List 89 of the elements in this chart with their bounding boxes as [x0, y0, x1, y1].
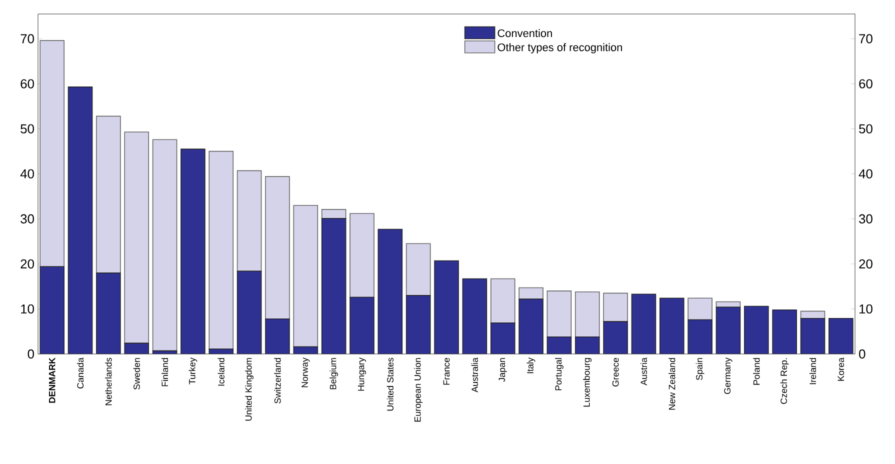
x-tick-label: United Kingdom [245, 358, 254, 421]
x-tick-label: Poland [753, 358, 760, 385]
x-tick-label: Turkey [188, 358, 198, 384]
y2-tick-label: 50 [20, 124, 34, 134]
x-tick-label: Greece [612, 358, 619, 386]
x-tick-label: Ireland [809, 358, 816, 384]
y-tick-label: 20 [859, 259, 872, 268]
bar [772, 309, 797, 354]
y2-tick-label: 20 [20, 259, 34, 268]
bar [574, 336, 600, 354]
bar [828, 318, 854, 354]
x-tick-label: Italy [526, 358, 536, 374]
bar [603, 321, 628, 354]
x-tick-label: Canada [76, 358, 84, 388]
y2-tick-label: 60 [20, 79, 34, 88]
x-tick-label: Korea [838, 358, 844, 381]
bar [350, 296, 374, 354]
y-tick-label: 40 [858, 169, 872, 178]
x-tick-label: Finland [161, 358, 168, 386]
bar [378, 228, 403, 354]
legend-label: Convention [498, 29, 552, 38]
bar [236, 270, 262, 354]
x-tick-label: Sweden [133, 358, 140, 390]
bar [574, 291, 600, 338]
bar [40, 266, 64, 354]
bar [96, 272, 121, 354]
bar [40, 40, 64, 268]
bar [406, 243, 431, 296]
x-tick-label: Australia [471, 358, 478, 392]
x-tick-label: European Union [414, 358, 423, 422]
bar [124, 132, 150, 344]
bar [800, 318, 826, 354]
bar [321, 209, 346, 219]
y-tick-label: 10 [860, 304, 872, 314]
y2-tick-label: 70 [20, 34, 34, 44]
bar [490, 278, 516, 324]
bar [546, 336, 572, 354]
y2-tick-label: 0 [28, 349, 34, 359]
bar [518, 287, 544, 300]
bar [265, 176, 290, 320]
x-tick-label: DENMARK [49, 358, 56, 403]
x-tick-label: Hungary [358, 358, 366, 391]
bar [518, 298, 544, 354]
x-tick-label: Czech Rep. [780, 358, 789, 404]
x-tick-label: France [443, 358, 450, 385]
x-tick-label: Switzerland [274, 358, 281, 404]
bar [546, 290, 572, 338]
x-tick-label: Norway [302, 358, 310, 388]
x-tick-label: Iceland [218, 358, 224, 386]
bar [236, 170, 262, 272]
bar [462, 278, 488, 354]
bar [631, 294, 656, 354]
bar [96, 116, 121, 274]
legend-label: Other types of recognition [498, 43, 622, 54]
x-tick-label: Spain [696, 358, 704, 380]
y-tick-label: 0 [859, 349, 866, 359]
x-tick-label: Portugal [555, 358, 564, 390]
bar [406, 295, 431, 354]
bar [208, 150, 234, 350]
bar [603, 292, 628, 322]
bar [688, 298, 712, 320]
y-tick-label: 70 [859, 34, 872, 44]
x-tick-label: Austria [640, 358, 648, 386]
y2-tick-label: 30 [20, 214, 34, 224]
bar [265, 318, 290, 354]
x-tick-label: Luxembourg [583, 358, 592, 407]
bar [68, 86, 93, 354]
y2-tick-label: 40 [20, 169, 34, 178]
y-tick-label: 30 [859, 214, 872, 224]
bar [180, 148, 206, 354]
x-tick-label: United States [386, 358, 394, 411]
bar [744, 306, 769, 354]
x-tick-label: Germany [724, 358, 732, 394]
bar [716, 306, 741, 354]
bar [321, 218, 346, 354]
y-tick-label: 50 [859, 124, 872, 134]
y2-tick-label: 10 [21, 304, 34, 314]
x-tick-label: Belgium [330, 358, 338, 390]
x-tick-label: Netherlands [105, 358, 112, 406]
bar [434, 260, 459, 354]
y-tick-label: 60 [859, 79, 872, 88]
x-tick-label: Japan [498, 358, 507, 382]
bar [688, 319, 712, 354]
bar [659, 298, 684, 354]
bar [152, 139, 178, 352]
bar [293, 204, 318, 348]
bar [490, 322, 516, 354]
bar [350, 213, 374, 298]
x-tick-label: New Zealand [668, 358, 676, 410]
